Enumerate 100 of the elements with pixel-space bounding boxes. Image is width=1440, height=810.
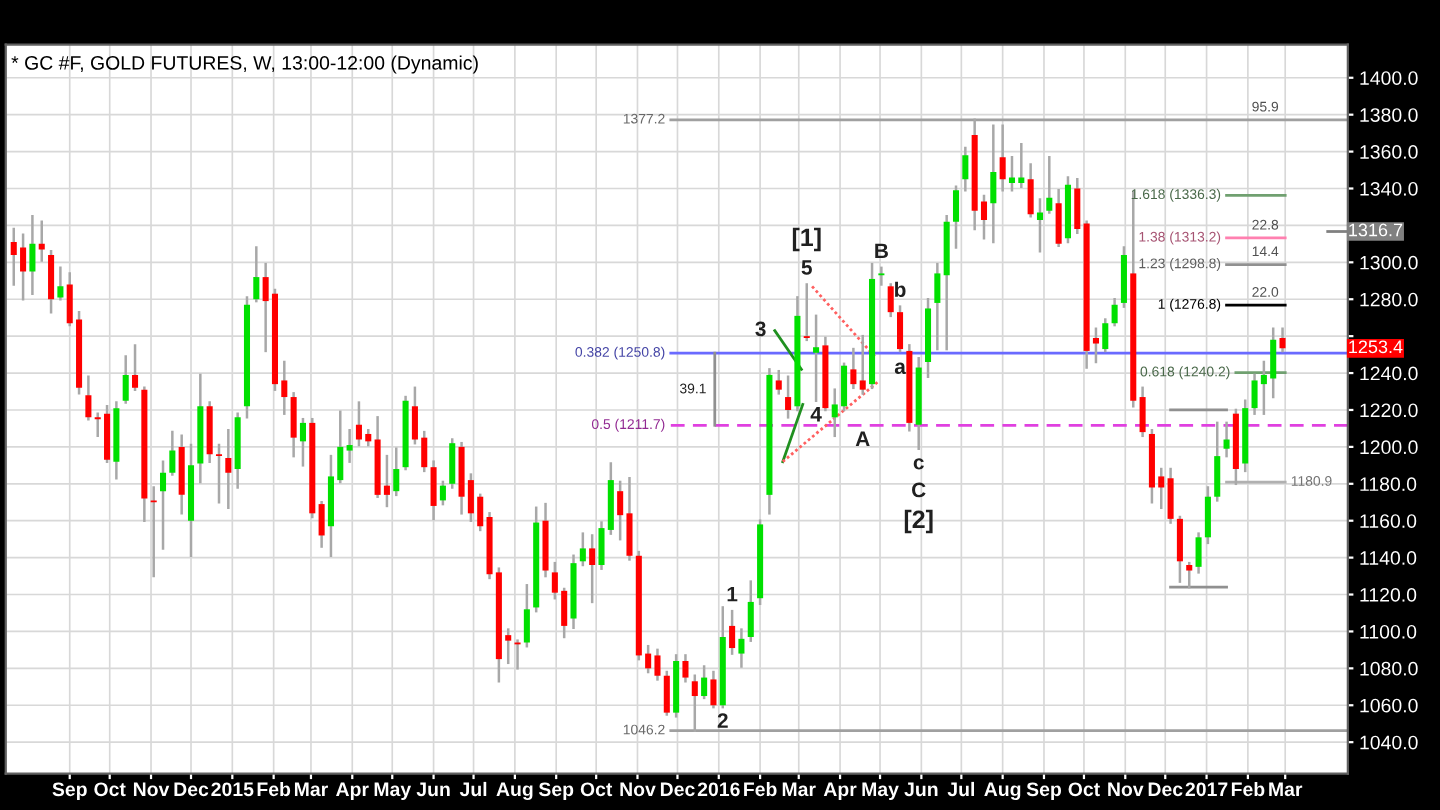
y-tick-label: 1240.0 [1360,366,1418,381]
candlestick [589,534,596,604]
candlestick [803,283,810,342]
y-tick-label: 1140.0 [1360,551,1417,565]
annotation: C [912,482,926,498]
y-tick-label: 1300.0 [1360,255,1418,270]
y-tick-label: 1220.0 [1360,403,1418,418]
candlestick [1008,155,1016,192]
y-tick-label: 1040.0 [1360,735,1418,750]
candlestick [952,185,960,249]
candlestick [962,146,969,192]
candlestick [57,266,64,301]
candlestick [169,430,176,476]
candlestick [747,580,754,642]
x-tick-label: Apr [336,782,369,801]
x-tick-label: Feb [257,781,291,797]
candlestick [29,214,36,295]
x-tick-label: Dec [1148,782,1183,797]
x-tick-label: Jun [416,782,450,797]
candlestick [253,246,260,303]
y-tick-label: 1100.0 [1360,624,1417,639]
candlestick [887,283,894,318]
y-tick-label: 1060.0 [1360,698,1418,713]
candlestick [299,417,306,467]
candlestick [785,375,792,419]
ref-line-label: 1316.7 [1349,223,1403,237]
x-tick-label: Jul [947,781,975,797]
candlestick [934,262,941,351]
x-tick-label: Apr [823,782,857,801]
x-tick-label: Jul [459,781,487,797]
candlestick [1102,318,1109,353]
candlestick [729,609,736,655]
candlestick [1204,486,1211,545]
x-tick-label: May [862,782,899,801]
annotation: 4 [810,407,822,422]
candlestick [318,501,325,548]
x-tick-label: Oct [94,782,126,797]
text: * GC #F, GOLD FUTURES, W, 13:00-12:00 (Dynamic) [11,55,478,74]
y-tick-label: 1340.0 [1360,181,1418,196]
x-tick-label: Mar [782,782,816,797]
candlestick [393,447,400,497]
candlestick [1223,421,1230,458]
x-tick-label: Oct [1068,782,1100,797]
annotation: c [913,458,924,470]
candlestick [439,480,446,506]
x-tick-label: Nov [133,782,170,797]
candlestick [999,124,1006,192]
candlestick [430,460,437,521]
x-tick-label: Mar [1269,782,1303,797]
x-tick-label: Dec [174,782,209,797]
candlestick [1195,532,1202,574]
candlestick [449,438,456,489]
x-tick-label: Oct [580,782,613,797]
y-tick-label: 1160.0 [1360,514,1417,528]
candlestick [150,486,157,578]
x-tick-label: Aug [496,782,533,801]
x-tick-label: Nov [620,782,656,797]
candlestick [663,670,670,716]
candlestick [579,532,586,567]
x-tick-label: Nov [1108,782,1144,797]
x-tick-label: Sep [538,782,574,801]
annotation: [2] [904,509,933,534]
y-tick-label: 1360.0 [1360,145,1418,159]
candlestick [990,124,997,244]
candlestick [1214,421,1221,502]
annotation: A [855,431,870,446]
annotation: [1] [792,227,821,252]
candlestick [1074,178,1081,235]
annotation: a [894,362,906,374]
candlestick [738,628,745,668]
x-tick-label: Mar [294,782,328,797]
candlestick [346,429,353,463]
x-tick-label: 2015 [211,782,254,797]
x-tick-label: Feb [1231,781,1265,797]
candlestick [1036,198,1044,253]
y-tick-label: 1080.0 [1360,661,1418,676]
x-tick-label: 2017 [1185,782,1228,797]
candlestick [682,654,689,683]
candlestick [1027,163,1034,218]
candlestick [48,250,55,314]
candlestick [878,266,885,286]
candlestick [710,670,717,709]
y-tick-label: 1380.0 [1360,108,1418,122]
candlestick [1055,189,1062,247]
candlestick [1046,155,1053,214]
candlestick [1167,467,1174,524]
x-tick-label: Dec [660,782,695,797]
annotation: B [875,243,888,258]
annotation: 3 [755,321,766,337]
y-tick-label: 1280.0 [1360,292,1418,307]
candlestick [1120,246,1127,308]
candlestick [850,347,857,390]
x-tick-label: Aug [984,782,1021,801]
annotation: 1253.4 [1349,340,1403,354]
candlestick [290,392,297,458]
candlestick [1176,515,1183,583]
y-tick-label: 1200.0 [1360,440,1418,455]
candlestick [85,375,92,421]
x-tick-label: Sep [52,782,87,801]
candlestick [215,443,223,504]
